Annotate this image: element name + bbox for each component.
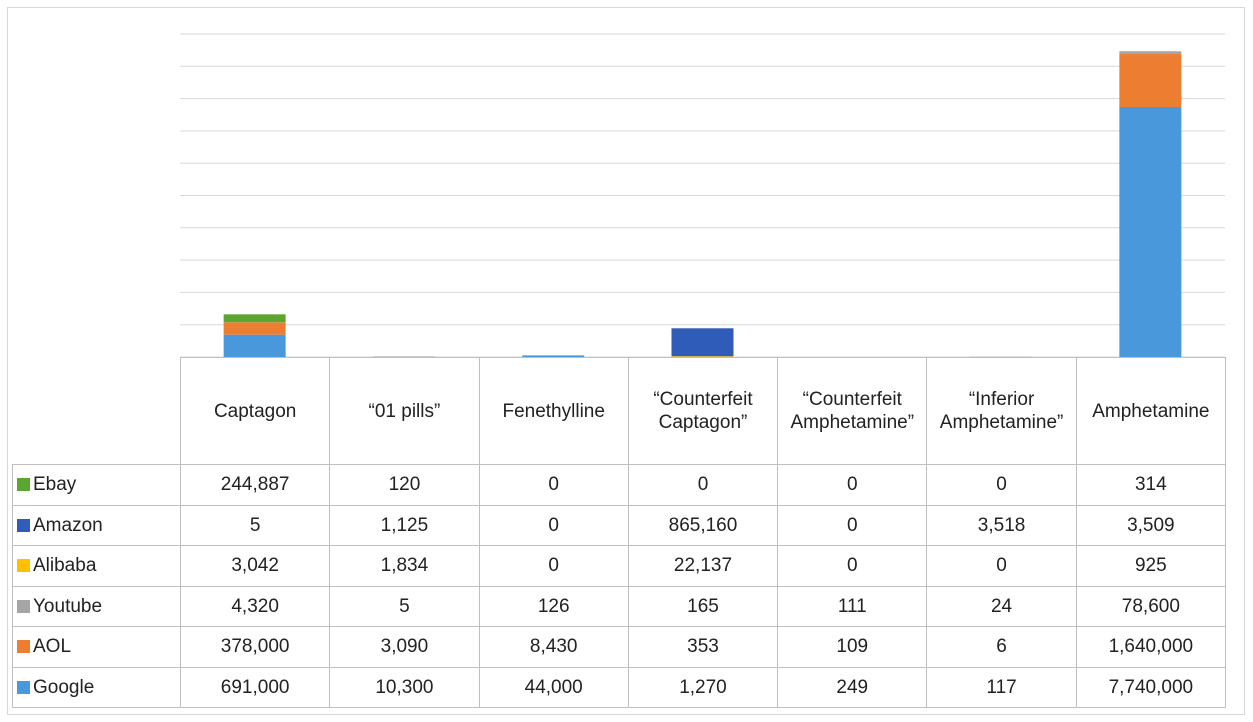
table-cell: 126: [478, 585, 629, 627]
table-cell: 78,600: [1075, 585, 1226, 627]
table-cell: 7,740,000: [1075, 666, 1226, 708]
table-cell: 249: [777, 666, 928, 708]
table-cell: 244,887: [180, 464, 331, 506]
table-cell: 109: [777, 626, 928, 668]
bar-segment: [1119, 54, 1182, 107]
table-cell: 353: [627, 626, 779, 668]
table-cell: 0: [478, 545, 629, 587]
table-cell: 1,834: [329, 545, 480, 587]
legend-key: [17, 518, 30, 532]
table-cell: 1,270: [627, 666, 779, 708]
legend-label: Ebay: [33, 474, 77, 496]
legend-entry: Alibaba: [12, 545, 181, 587]
chart-frame: [7, 7, 1245, 715]
table-cell: 865,160: [627, 504, 779, 546]
legend-entry: AOL: [12, 626, 181, 668]
legend-label: Google: [33, 676, 95, 698]
bar-segment: [671, 356, 734, 357]
legend-entry: Ebay: [12, 464, 181, 506]
table-cell: 0: [777, 545, 928, 587]
bar-segment: [223, 322, 286, 335]
table-cell: 165: [627, 585, 779, 627]
bar-segment: [522, 355, 585, 357]
table-cell: 378,000: [180, 626, 331, 668]
table-cell: 111: [777, 585, 928, 627]
table-cell: 120: [329, 464, 480, 506]
legend-key: [17, 478, 30, 492]
legend-label: AOL: [33, 636, 72, 658]
table-cell: 0: [478, 464, 629, 506]
legend-entry: Youtube: [12, 585, 181, 627]
table-cell: 22,137: [627, 545, 779, 587]
table-cell: 0: [926, 464, 1077, 506]
legend-label: Youtube: [33, 595, 103, 617]
legend-key: [17, 599, 30, 613]
bar-segment: [1119, 51, 1182, 55]
table-cell: 5: [329, 585, 480, 627]
table-cell: 3,509: [1075, 504, 1226, 546]
table-cell: 6: [926, 626, 1077, 668]
bar-segment: [223, 334, 286, 357]
legend-key: [17, 680, 30, 694]
x-tick-label: Fenethylline: [478, 357, 629, 465]
x-tick-label: Captagon: [180, 357, 331, 465]
table-cell: 8,430: [478, 626, 629, 668]
x-tick-label: “Inferior Amphetamine”: [926, 357, 1077, 465]
legend-label: Amazon: [33, 514, 103, 536]
table-cell: 0: [777, 464, 928, 506]
table-cell: 10,300: [329, 666, 480, 708]
x-tick-label: “Counterfeit Captagon”: [627, 357, 779, 465]
table-cell: 0: [777, 504, 928, 546]
bar-segment: [671, 328, 734, 357]
table-cell: 3,518: [926, 504, 1077, 546]
table-cell: 117: [926, 666, 1077, 708]
legend-key: [17, 640, 30, 654]
legend-label: Alibaba: [33, 555, 97, 577]
legend-entry: Amazon: [12, 504, 181, 546]
table-cell: 3,090: [329, 626, 480, 668]
table-cell: 691,000: [180, 666, 331, 708]
table-cell: 1,640,000: [1075, 626, 1226, 668]
x-tick-label: “Counterfeit Amphetamine”: [777, 357, 928, 465]
bar-segment: [223, 314, 286, 323]
bar-segment: [1119, 106, 1182, 357]
legend-entry: Google: [12, 666, 181, 708]
table-cell: 44,000: [478, 666, 629, 708]
x-tick-label: Amphetamine: [1075, 357, 1226, 465]
table-cell: 5: [180, 504, 331, 546]
table-cell: 925: [1075, 545, 1226, 587]
table-cell: 0: [926, 545, 1077, 587]
table-cell: 0: [627, 464, 779, 506]
legend-key: [17, 559, 30, 573]
table-cell: 1,125: [329, 504, 480, 546]
table-cell: 4,320: [180, 585, 331, 627]
x-tick-label: “01 pills”: [329, 357, 480, 465]
table-cell: 3,042: [180, 545, 331, 587]
table-cell: 0: [478, 504, 629, 546]
table-cell: 314: [1075, 464, 1226, 506]
table-cell: 24: [926, 585, 1077, 627]
